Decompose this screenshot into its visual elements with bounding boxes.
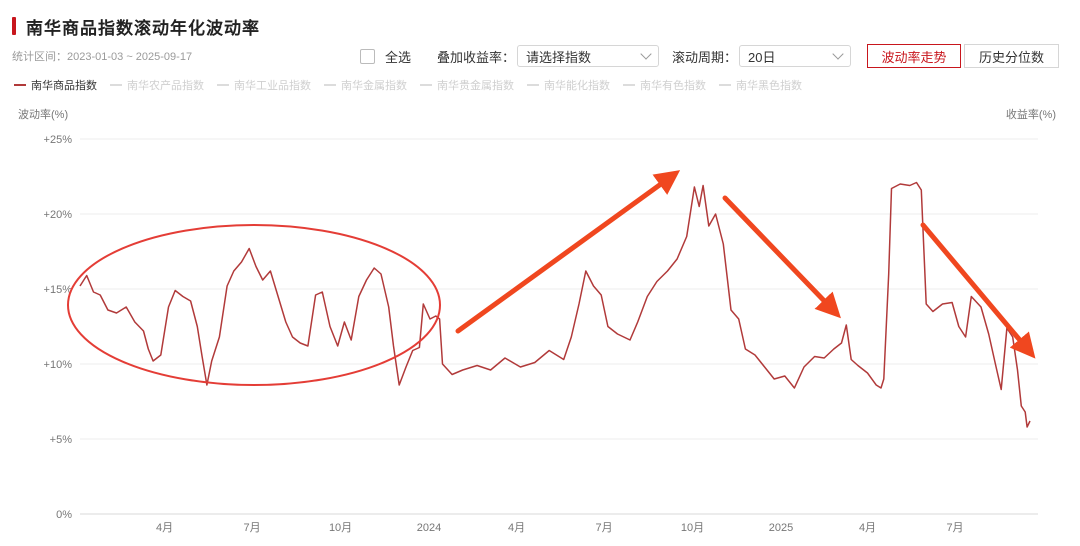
period-select[interactable]: 20日 xyxy=(739,45,852,67)
legend-swatch xyxy=(719,84,731,86)
annotation-arrow-down-2 xyxy=(920,222,1036,359)
overlay-label: 叠加收益率： xyxy=(437,49,516,65)
legend-item[interactable]: 南华金属指数 xyxy=(324,77,407,93)
legend-label: 南华金属指数 xyxy=(341,80,407,92)
y-tick-label: +25% xyxy=(44,134,73,146)
legend-label: 南华工业品指数 xyxy=(234,80,311,92)
legend-item[interactable]: 南华贵金属指数 xyxy=(420,77,514,93)
x-tick-label: 10月 xyxy=(329,522,352,534)
y-tick-label: +20% xyxy=(44,209,73,221)
y-tick-label: +15% xyxy=(44,284,73,296)
legend-label: 南华商品指数 xyxy=(31,80,97,92)
x-tick-label: 4月 xyxy=(156,522,173,534)
legend-label: 南华贵金属指数 xyxy=(437,80,514,92)
series-line-nanhua-commodity xyxy=(79,181,1031,428)
rolling-period-control: 滚动周期： 20日 xyxy=(672,44,852,68)
y-axis-title: 波动率(%) xyxy=(18,109,69,121)
stat-range: 统计区间：2023-01-03 ~ 2025-09-17 xyxy=(12,51,193,63)
legend-swatch xyxy=(14,84,26,86)
x-tick-label: 7月 xyxy=(595,522,612,534)
x-tick-label: 2024 xyxy=(417,522,441,534)
legend-item[interactable]: 南华有色指数 xyxy=(623,77,706,93)
period-select-value: 20日 xyxy=(748,49,776,65)
legend-swatch xyxy=(110,84,122,86)
legend-label: 南华有色指数 xyxy=(640,80,706,92)
legend-swatch xyxy=(420,84,432,86)
legend-label: 南华黑色指数 xyxy=(736,80,802,92)
legend-swatch xyxy=(623,84,635,86)
x-tick-label: 4月 xyxy=(508,522,525,534)
legend-item[interactable]: 南华能化指数 xyxy=(527,77,610,93)
select-all-label: 全选 xyxy=(385,49,412,65)
select-all-checkbox[interactable] xyxy=(360,48,375,64)
annotation-arrow-down-1 xyxy=(722,195,841,319)
y2-axis-title: 收益率(%) xyxy=(1005,109,1056,121)
overlay-index-select[interactable]: 请选择指数 xyxy=(517,45,660,67)
legend-label: 南华能化指数 xyxy=(544,80,610,92)
x-tick-label: 10月 xyxy=(681,522,704,534)
legend-label: 南华农产品指数 xyxy=(127,80,204,92)
page-title: 南华商品指数滚动年化波动率 xyxy=(26,18,260,38)
y-tick-label: 0% xyxy=(56,509,72,521)
x-tick-label: 2025 xyxy=(769,522,793,534)
period-label: 滚动周期： xyxy=(672,49,738,65)
overlay-return-control: 叠加收益率： 请选择指数 xyxy=(437,44,660,68)
legend-item[interactable]: 南华黑色指数 xyxy=(719,77,802,93)
title-accent-bar xyxy=(12,17,16,35)
x-tick-label: 7月 xyxy=(946,522,963,534)
annotation-arrow-up xyxy=(455,170,681,334)
legend-item[interactable]: 南华商品指数 xyxy=(14,77,97,93)
volatility-trend-button[interactable]: 波动率走势 xyxy=(867,44,961,68)
select-all[interactable]: 全选 xyxy=(360,44,411,68)
historical-percentile-button[interactable]: 历史分位数 xyxy=(964,44,1059,68)
legend-swatch xyxy=(217,84,229,86)
legend-swatch xyxy=(324,84,336,86)
y-tick-label: +5% xyxy=(50,434,73,446)
x-tick-label: 7月 xyxy=(244,522,261,534)
annotation-ellipse xyxy=(67,224,441,386)
y-tick-label: +10% xyxy=(44,359,73,371)
legend-swatch xyxy=(527,84,539,86)
x-tick-label: 4月 xyxy=(859,522,876,534)
overlay-select-value: 请选择指数 xyxy=(526,49,592,65)
legend-item[interactable]: 南华工业品指数 xyxy=(217,77,311,93)
legend: 南华商品指数 南华农产品指数 南华工业品指数 南华金属指数 南华贵金属指数 南华能化指数 南… xyxy=(14,77,815,93)
legend-item[interactable]: 南华农产品指数 xyxy=(110,77,204,93)
title-bar: 南华商品指数滚动年化波动率 xyxy=(12,14,260,38)
